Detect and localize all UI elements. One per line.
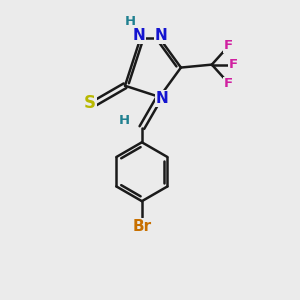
Text: H: H [119,114,130,127]
Text: N: N [155,91,168,106]
Text: N: N [133,28,145,43]
Text: F: F [224,39,232,52]
Text: S: S [84,94,96,112]
Text: F: F [224,77,232,90]
Text: Br: Br [132,219,152,234]
Text: N: N [155,28,167,43]
Text: F: F [229,58,238,71]
Text: H: H [124,16,136,28]
